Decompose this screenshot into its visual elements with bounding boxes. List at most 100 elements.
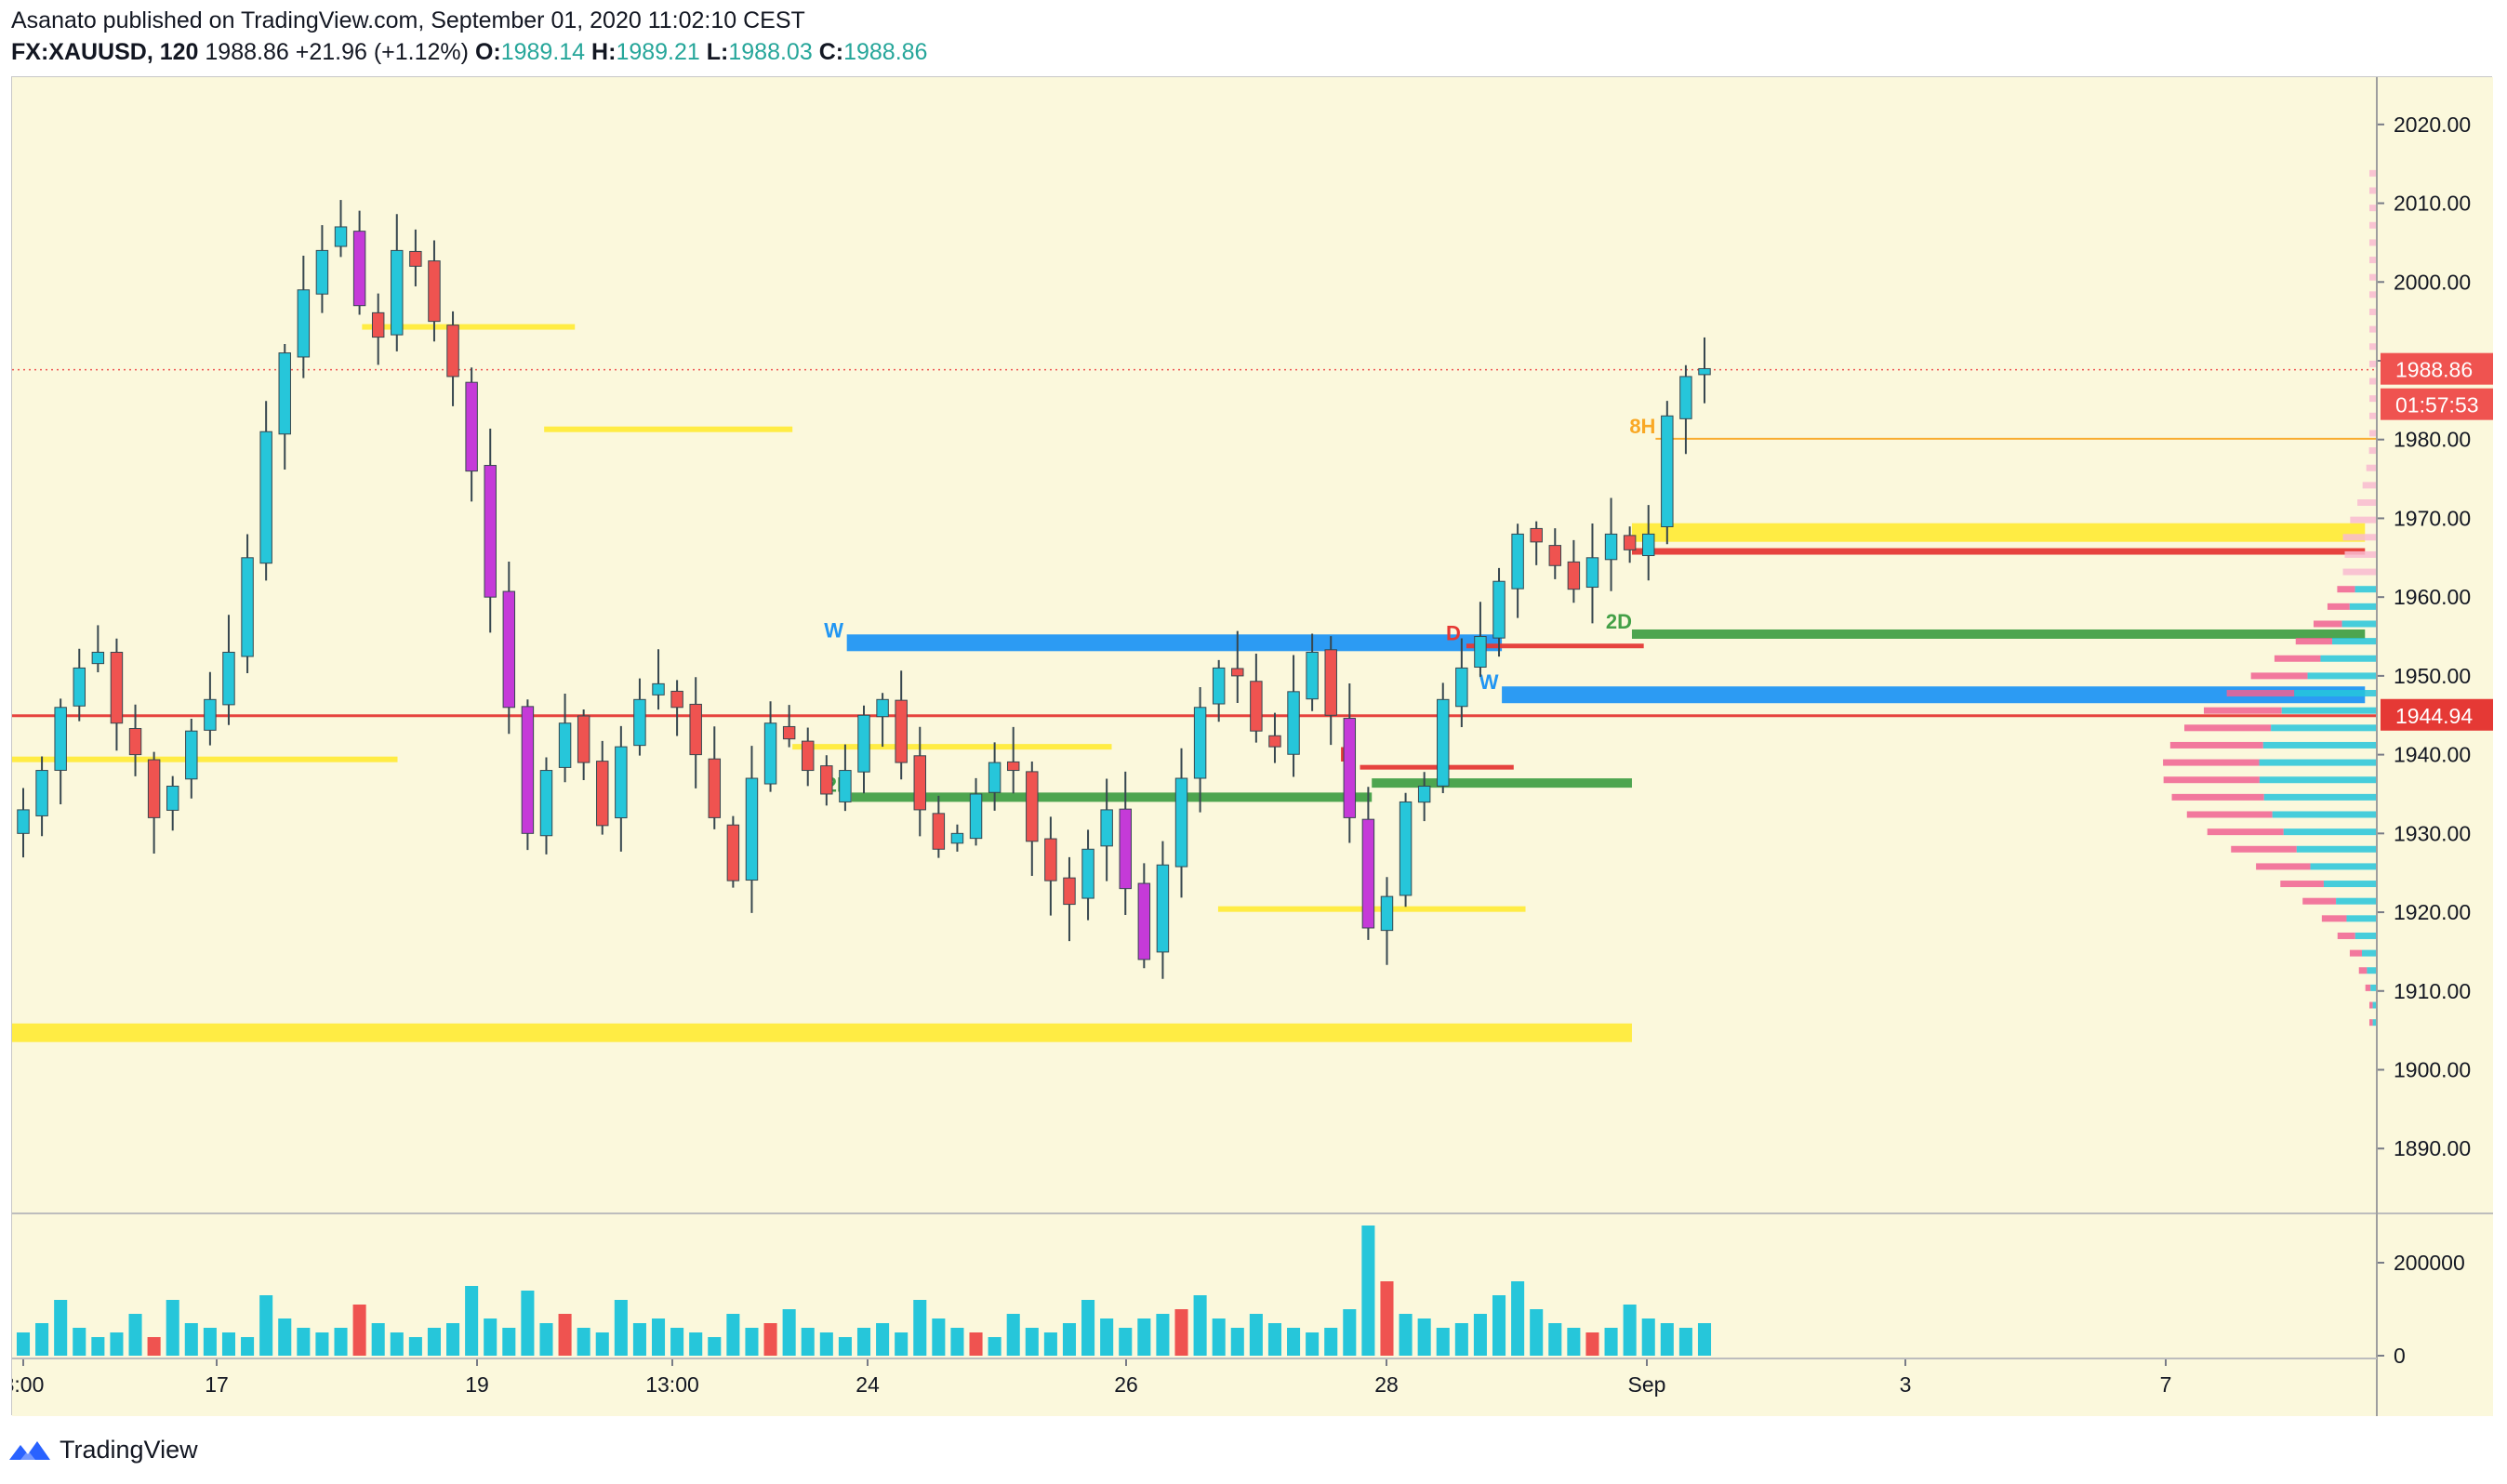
level-label: W: [1479, 670, 1499, 694]
volume-bar: [110, 1332, 124, 1356]
volume-bar: [278, 1318, 292, 1356]
volume-bar: [670, 1328, 684, 1356]
volume-bar: [577, 1328, 590, 1356]
volume-bar: [203, 1328, 217, 1356]
candle-body: [913, 755, 926, 811]
time-tick-label: 19: [465, 1372, 489, 1397]
candle-body: [633, 698, 646, 747]
level-label: 2D: [1606, 610, 1632, 633]
candle-body: [315, 249, 329, 295]
volume-bar: [1193, 1295, 1207, 1356]
profile-bar: [2350, 516, 2377, 523]
low-label: L:: [706, 39, 729, 65]
candle-body: [802, 740, 815, 772]
level-label: D: [1446, 622, 1461, 645]
profile-bar: [2163, 759, 2260, 766]
volume-bar: [1436, 1328, 1450, 1356]
price-tick-label: 1890.00: [2394, 1136, 2471, 1160]
volume-bar: [539, 1323, 553, 1356]
profile-bar: [2313, 620, 2342, 628]
volume-bar: [334, 1328, 348, 1356]
candle-body: [670, 690, 683, 709]
volume-bar: [819, 1332, 833, 1356]
volume-bar: [1530, 1309, 1544, 1356]
candle-body: [54, 707, 67, 771]
price-change: +21.96 (+1.12%): [295, 39, 469, 65]
volume-bar: [166, 1300, 179, 1356]
candle-body: [1585, 557, 1599, 589]
volume-bar: [1697, 1323, 1712, 1356]
footer[interactable]: TradingView: [7, 1430, 198, 1469]
candle-body: [1698, 367, 1711, 376]
candle-body: [1661, 415, 1674, 528]
candle-body: [204, 698, 217, 731]
volume-bar: [297, 1328, 311, 1356]
level-line: [1466, 643, 1644, 649]
candle-body: [1343, 718, 1357, 818]
candle-body: [1511, 533, 1524, 590]
last-price-label: 1988.86: [2395, 358, 2473, 382]
candle-body: [110, 651, 124, 724]
volume-bar: [16, 1332, 31, 1356]
volume-tick-label: 200000: [2394, 1251, 2465, 1275]
candle-body: [708, 758, 722, 818]
price-tick-label: 2000.00: [2394, 270, 2471, 294]
open-label: O:: [474, 39, 501, 65]
volume-bar: [1306, 1332, 1320, 1356]
candle-body: [1492, 580, 1506, 639]
volume-bar: [988, 1337, 1001, 1356]
candle-body: [259, 431, 272, 564]
volume-bar: [1324, 1328, 1338, 1356]
profile-bar: [2369, 430, 2377, 437]
chart-frame[interactable]: WW2D2DDD8H2020.002010.002000.001990.0019…: [11, 76, 2493, 1416]
level-line: [846, 634, 1503, 652]
candle-body: [1119, 808, 1132, 890]
candle-body: [17, 809, 30, 834]
last-price: 1988.86: [205, 39, 289, 65]
price-chart[interactable]: WW2D2DDD8H2020.002010.002000.001990.0019…: [12, 77, 2493, 1416]
profile-bar: [2369, 205, 2377, 212]
volume-bar: [1454, 1323, 1468, 1356]
volume-bar: [390, 1332, 404, 1356]
profile-bar: [2369, 1001, 2373, 1009]
volume-bar: [352, 1305, 366, 1356]
candle-body: [1474, 636, 1487, 669]
candle-body: [1287, 691, 1300, 755]
price-axis[interactable]: 2020.002010.002000.001990.001980.001970.…: [2377, 113, 2493, 1368]
candle-body: [539, 770, 553, 837]
level-line: [12, 756, 398, 762]
candle-body: [1026, 771, 1039, 842]
price-tick-label: 1900.00: [2394, 1058, 2471, 1082]
volume-bar: [521, 1291, 535, 1356]
level-line: [362, 324, 576, 330]
profile-bar: [2372, 1001, 2377, 1009]
time-tick-label: 3:00: [12, 1372, 44, 1397]
volume-bar: [1604, 1328, 1618, 1356]
candle-body: [895, 699, 908, 763]
profile-bar: [2271, 724, 2377, 732]
volume-bar: [1174, 1309, 1188, 1356]
candle-body: [1679, 376, 1692, 419]
volume-bar: [651, 1318, 666, 1356]
volume-bar: [1567, 1328, 1581, 1356]
volume-bar: [1585, 1332, 1599, 1356]
price-tick-label: 1940.00: [2394, 743, 2471, 767]
time-axis[interactable]: 3:00 17 19 13:00 24 26 28 Sep 3 7: [12, 1358, 2171, 1397]
volume-bar: [465, 1286, 479, 1356]
candle-body: [615, 746, 628, 819]
candle-body: [1604, 533, 1618, 561]
level-line: [12, 1023, 1632, 1042]
profile-bar: [2362, 482, 2377, 489]
candle-body: [1324, 649, 1337, 716]
price-tick-label: 1980.00: [2394, 428, 2471, 452]
candle-body: [1268, 735, 1281, 748]
profile-bar: [2369, 395, 2377, 403]
price-tick-label: 1970.00: [2394, 506, 2471, 530]
candle-body: [241, 557, 254, 657]
profile-bar: [2295, 638, 2333, 645]
volume-bar: [745, 1328, 759, 1356]
candle-body: [1380, 895, 1394, 932]
candle-body: [465, 381, 478, 472]
symbol-label[interactable]: FX:XAUUSD, 120: [11, 39, 199, 65]
profile-bar: [2365, 984, 2371, 991]
